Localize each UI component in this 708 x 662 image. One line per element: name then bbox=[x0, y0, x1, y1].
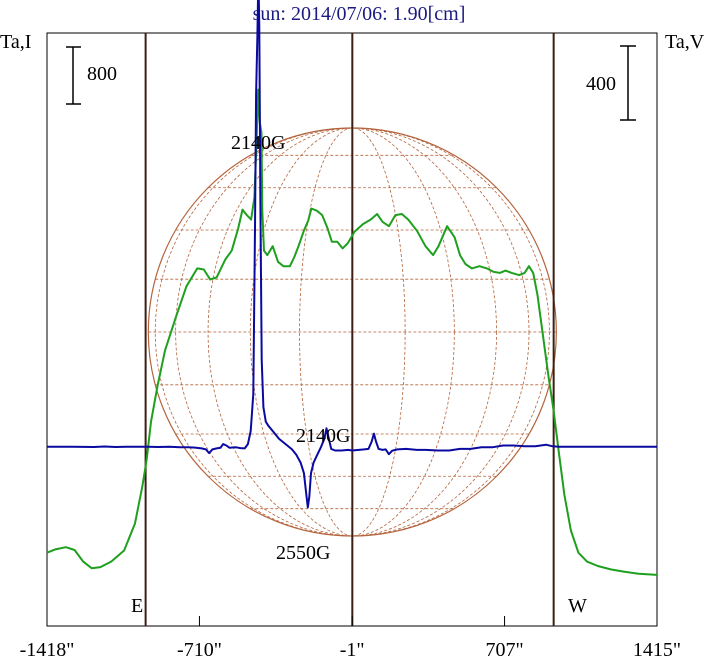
reference-lines bbox=[144, 33, 555, 626]
x-axis-ticks: -1418" -710" -1" 707" 1415" bbox=[20, 616, 681, 661]
series-i-line bbox=[46, 88, 658, 576]
right-scale-bar-label: 400 bbox=[586, 73, 616, 95]
data-series bbox=[46, 0, 658, 576]
limb-marker-west: W bbox=[568, 595, 587, 617]
annotation-i-peak: 2140G bbox=[231, 132, 285, 154]
longitude-line bbox=[154, 127, 550, 537]
right-axis-label: Ta,V bbox=[665, 31, 705, 53]
right-scale-bar: 400 bbox=[586, 45, 636, 121]
x-tick-label: -1" bbox=[340, 639, 365, 661]
left-scale-bar-label: 800 bbox=[87, 63, 117, 85]
left-axis-label: Ta,I bbox=[0, 31, 31, 53]
annotation-v-dip: 2550G bbox=[276, 542, 330, 564]
series-v-line bbox=[47, 0, 657, 509]
left-scale-bar: 800 bbox=[66, 46, 117, 105]
limb-marker-east: E bbox=[131, 595, 143, 617]
x-tick-label: 707" bbox=[485, 639, 523, 661]
x-tick-label: -1418" bbox=[20, 639, 75, 661]
chart-title: sun: 2014/07/06: 1.90[cm] bbox=[253, 3, 466, 25]
longitude-line bbox=[299, 127, 406, 537]
x-tick-label: 1415" bbox=[633, 639, 681, 661]
annotation-v-peak: 2140G bbox=[296, 425, 350, 447]
x-tick-label: -710" bbox=[177, 639, 222, 661]
